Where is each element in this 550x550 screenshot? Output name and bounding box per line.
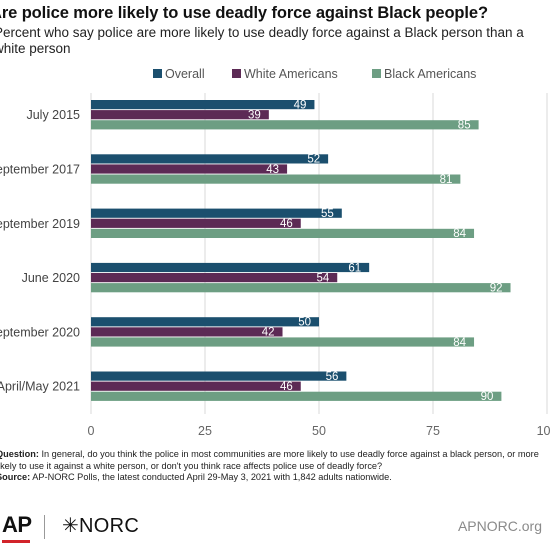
bar — [91, 154, 329, 164]
x-tick-label: 100 — [537, 424, 550, 438]
bar — [91, 208, 342, 218]
data-label: 92 — [490, 283, 503, 295]
data-label: 56 — [326, 371, 339, 383]
category-label: July 2015 — [26, 108, 80, 122]
data-label: 49 — [294, 99, 307, 111]
category-label: June 2020 — [22, 271, 80, 285]
bar — [91, 391, 502, 401]
question-note: Question: In general, do you think the p… — [0, 449, 546, 472]
legend-label: White Americans — [244, 67, 338, 81]
source-label: Source: — [0, 472, 31, 482]
x-tick-label: 75 — [426, 424, 440, 438]
legend-swatch — [232, 69, 241, 78]
data-label: 81 — [440, 174, 453, 186]
data-label: 46 — [280, 381, 293, 393]
data-label: 85 — [458, 120, 471, 132]
chart-subtitle: Percent who say police are more likely t… — [0, 25, 524, 56]
bar — [91, 110, 269, 120]
x-tick-label: 0 — [88, 424, 95, 438]
chart-notes: Question: In general, do you think the p… — [0, 449, 546, 484]
legend-swatch — [372, 69, 381, 78]
x-tick-label: 25 — [198, 424, 212, 438]
data-label: 84 — [453, 228, 466, 240]
norc-logo: ✳NORC — [62, 515, 140, 537]
chart-title: Are police more likely to use deadly for… — [0, 4, 488, 22]
bar — [91, 218, 301, 228]
category-label: September 2020 — [0, 325, 80, 339]
data-label: 52 — [307, 154, 320, 166]
question-text: In general, do you think the police in m… — [0, 449, 539, 471]
data-label: 84 — [453, 337, 466, 349]
question-label: Question: — [0, 449, 39, 459]
logo-divider — [44, 515, 45, 539]
bar — [91, 327, 283, 337]
category-label: September 2017 — [0, 163, 80, 177]
data-label: 39 — [248, 110, 261, 122]
site-link[interactable]: APNORC.org — [457, 518, 542, 534]
data-label: 90 — [481, 391, 494, 403]
bar — [91, 164, 288, 174]
bar — [91, 273, 338, 283]
category-label: April/May 2021 — [0, 380, 80, 394]
ap-logo: AP — [2, 512, 32, 537]
footer: AP ✳NORC APNORC.org — [0, 512, 550, 543]
bar — [91, 381, 301, 391]
data-label: 50 — [298, 317, 311, 329]
legend-label: Black Americans — [384, 67, 476, 81]
data-label: 43 — [266, 164, 279, 176]
data-label: 55 — [321, 208, 334, 220]
source-note: Source: AP-NORC Polls, the latest conduc… — [0, 472, 546, 484]
ap-logo-underline — [2, 540, 30, 543]
legend-label: Overall — [165, 67, 205, 81]
bar — [91, 317, 319, 327]
bar — [91, 262, 370, 273]
bar — [91, 120, 479, 130]
bar — [91, 100, 315, 110]
data-label: 54 — [316, 272, 329, 284]
source-text: AP-NORC Polls, the latest conducted Apri… — [32, 472, 392, 482]
data-label: 42 — [262, 327, 275, 339]
bar — [91, 283, 511, 293]
bar-chart: 0 25 50 75 100 Overall White Americans Black Am… — [0, 67, 550, 438]
category-label: September 2019 — [0, 217, 80, 231]
data-label: 46 — [280, 218, 293, 230]
legend-swatch — [153, 69, 162, 78]
x-tick-label: 50 — [312, 424, 326, 438]
bar — [91, 371, 347, 381]
data-label: 61 — [348, 262, 361, 274]
bar — [91, 228, 475, 238]
bar — [91, 174, 461, 184]
bar — [91, 337, 475, 347]
